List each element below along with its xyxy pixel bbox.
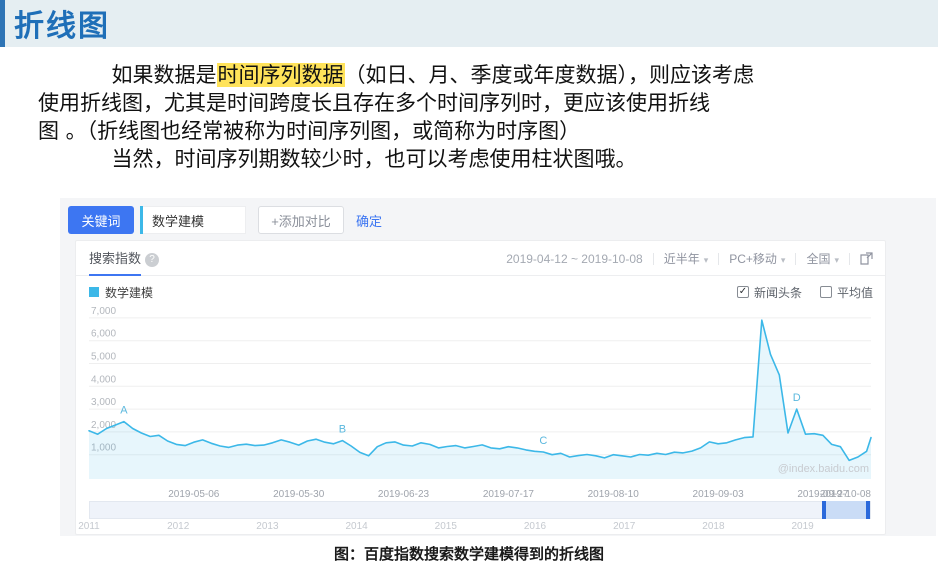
- timeline-year-label: 2013: [256, 521, 279, 532]
- chevron-down-icon: ▾: [703, 255, 709, 265]
- checkbox-unchecked-icon[interactable]: [819, 286, 832, 298]
- checkbox-checked-icon[interactable]: ✓: [736, 286, 749, 298]
- timeline-year-label: 2015: [434, 521, 457, 532]
- keyword-input[interactable]: 数学建模: [140, 206, 246, 234]
- date-range: 2019-04-12 ~ 2019-10-08: [506, 251, 643, 266]
- page-title: 折线图: [14, 9, 110, 44]
- slider-handle-right[interactable]: [866, 501, 870, 519]
- body-line-2: 使用折线图，尤其是时间跨度长且存在多个时间序列时，更应该使用折线: [38, 91, 710, 115]
- dropdown-region[interactable]: 全国 ▾: [806, 250, 839, 267]
- card-header: 搜索指数? 2019-04-12 ~ 2019-10-08 近半年 ▾ PC+移动…: [76, 241, 885, 276]
- divider: [795, 252, 797, 265]
- chart-plot-area[interactable]: [89, 309, 871, 479]
- timeline-year-label: 2019: [791, 521, 814, 532]
- chevron-down-icon: ▾: [780, 255, 786, 265]
- body-text: 如果数据是时间序列数据（如日、月、季度或年度数据），则应该考虑 使用折线图，尤其…: [38, 61, 904, 173]
- search-index-card: 搜索指数? 2019-04-12 ~ 2019-10-08 近半年 ▾ PC+移动…: [75, 240, 886, 535]
- timeline-slider[interactable]: [89, 501, 871, 519]
- divider: [849, 252, 850, 265]
- dropdown-time-span-label: 近半年: [663, 252, 700, 266]
- legend-label: 数学建模: [105, 285, 154, 300]
- divider: [718, 252, 720, 265]
- keyword-button[interactable]: 关键词: [68, 206, 134, 234]
- option-news-headlines[interactable]: ✓ 新闻头条: [736, 284, 802, 301]
- dropdown-time-span[interactable]: 近半年 ▾: [664, 250, 709, 267]
- confirm-link[interactable]: 确定: [356, 213, 383, 229]
- dropdown-device[interactable]: PC+移动 ▾: [729, 250, 785, 267]
- timeline-year-label: 2011: [78, 521, 100, 532]
- help-icon[interactable]: ?: [145, 253, 160, 267]
- legend-swatch: [89, 287, 99, 297]
- highlighted-term: 时间序列数据: [216, 63, 345, 87]
- body-line-1: 如果数据是时间序列数据（如日、月、季度或年度数据），则应该考虑: [38, 61, 904, 89]
- x-axis-tick-label: 2019-09-03: [693, 489, 745, 500]
- x-axis-tick-label: 2019-08-10: [588, 489, 640, 500]
- body-line-1-post: （如日、月、季度或年度数据），则应该考虑: [344, 63, 755, 87]
- title-band: 折线图: [0, 0, 938, 47]
- x-axis-tick-label: 2019-09-27: [797, 489, 849, 500]
- body-line-4: 当然，时间序列期数较少时，也可以考虑使用柱状图哦。: [111, 147, 637, 171]
- chevron-down-icon: ▾: [834, 255, 839, 265]
- chart-options: ✓ 新闻头条 平均值: [719, 284, 873, 301]
- chart-controls: 2019-04-12 ~ 2019-10-08 近半年 ▾ PC+移动 ▾ 全国 ▾: [506, 241, 873, 276]
- divider: [652, 252, 654, 265]
- search-toolbar: 关键词 数学建模 +添加对比 确定: [68, 206, 382, 234]
- x-axis-tick-label: 2019-07-17: [483, 489, 535, 500]
- dropdown-region-label: 全国: [806, 252, 831, 266]
- tab-search-index[interactable]: 搜索指数?: [89, 241, 160, 276]
- title-accent-bar: [0, 0, 5, 47]
- timeline-year-labels: 2011 2012 2013 2014 2015 2016 2017 2018 2019: [78, 521, 871, 533]
- slider-selection[interactable]: [822, 501, 870, 519]
- body-line-3: 图 。（折线图也经常被称为时间序列图，或简称为时序图）: [38, 119, 581, 143]
- x-axis-tick-label: 2019-10-08: [820, 489, 872, 500]
- keyword-input-accent: [140, 206, 143, 234]
- timeline-year-label: 2012: [167, 521, 190, 532]
- option-average[interactable]: 平均值: [819, 284, 873, 301]
- legend-row: 数学建模 ✓ 新闻头条 平均值: [89, 284, 873, 300]
- add-compare-button[interactable]: +添加对比: [258, 206, 344, 234]
- option-label: 新闻头条: [753, 285, 802, 300]
- timeline-year-label: 2017: [613, 521, 636, 532]
- body-line-1-pre: 如果数据是: [111, 63, 217, 87]
- option-label: 平均值: [836, 285, 873, 300]
- legend-item: 数学建模: [89, 284, 153, 301]
- timeline-year-label: 2014: [345, 521, 368, 532]
- figure-caption: 图：百度指数搜索数学建模得到的折线图: [333, 546, 604, 563]
- timeline-year-label: 2016: [523, 521, 547, 532]
- timeline-year-label: 2018: [702, 521, 725, 532]
- keyword-input-value: 数学建模: [152, 213, 205, 229]
- tab-search-index-label: 搜索指数: [89, 251, 142, 266]
- external-link-icon[interactable]: [860, 252, 873, 265]
- x-axis-tick-label: 2019-05-06: [168, 489, 220, 500]
- slider-handle-left[interactable]: [822, 501, 826, 519]
- x-axis-tick-label: 2019-05-30: [273, 489, 325, 500]
- x-axis-tick-label: 2019-06-23: [378, 489, 430, 500]
- tab-active-underline: [89, 274, 141, 276]
- baidu-index-widget: 关键词 数学建模 +添加对比 确定 搜索指数? 2019-04-12 ~ 201…: [60, 198, 936, 536]
- dropdown-device-label: PC+移动: [729, 252, 777, 266]
